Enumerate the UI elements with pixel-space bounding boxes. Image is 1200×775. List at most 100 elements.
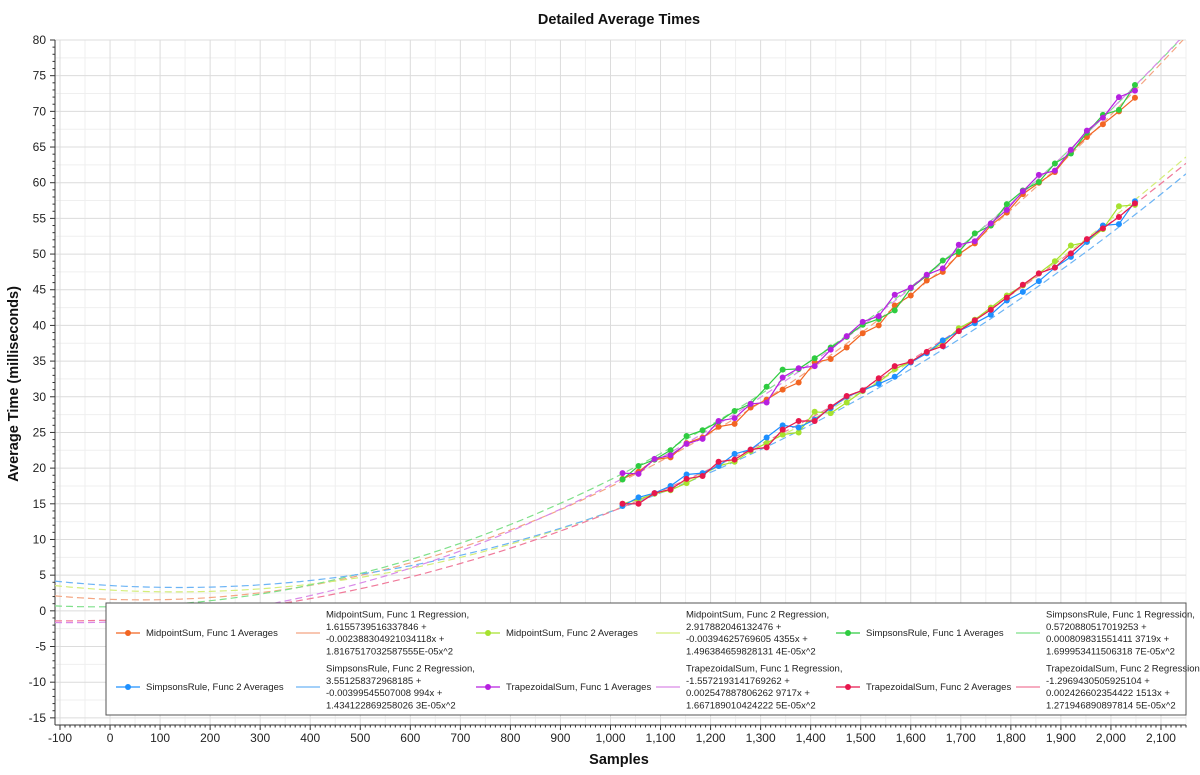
- data-point: [1099, 114, 1106, 121]
- x-tick-label: 1,100: [646, 731, 676, 745]
- data-point: [1115, 106, 1122, 113]
- data-point: [875, 313, 882, 320]
- data-point: [619, 476, 626, 483]
- data-point: [907, 284, 914, 291]
- legend-label: TrapezoidalSum, Func 2 Averages: [866, 682, 1011, 693]
- data-point: [939, 265, 946, 272]
- data-point: [763, 444, 770, 451]
- legend-item-7: SimpsonsRule, Func 2 Regression, 3.551258…: [296, 663, 475, 712]
- x-tick-label: 400: [300, 731, 320, 745]
- x-tick-label: 900: [550, 731, 570, 745]
- data-point: [699, 435, 706, 442]
- data-point: [811, 355, 818, 362]
- data-point: [1035, 171, 1042, 178]
- y-tick-label: 50: [33, 247, 47, 261]
- legend-item-1: MidpointSum, Func 1 Regression, 1.6155739…: [296, 609, 469, 658]
- legend: MidpointSum, Func 1 Averages MidpointSum,…: [105, 602, 1200, 716]
- x-tick-label: 200: [200, 731, 220, 745]
- data-point: [891, 373, 898, 380]
- legend-label: SimpsonsRule, Func 1 Averages: [866, 628, 1004, 639]
- data-point: [1051, 160, 1058, 167]
- x-tick-label: 100: [150, 731, 170, 745]
- data-point: [1115, 213, 1122, 220]
- legend-item-8: TrapezoidalSum, Func 1 Averages: [476, 682, 651, 693]
- data-point: [635, 500, 642, 507]
- data-point: [923, 348, 930, 355]
- x-tick-label: 0: [107, 731, 114, 745]
- data-point: [763, 399, 770, 406]
- data-point: [779, 426, 786, 433]
- data-point: [939, 343, 946, 350]
- legend-label: 1.434122869258026 3E-05x^2: [326, 701, 456, 712]
- legend-label: TrapezoidalSum, Func 1 Regression,: [686, 663, 842, 674]
- data-point: [971, 317, 978, 324]
- data-point: [667, 452, 674, 459]
- data-point: [891, 291, 898, 298]
- data-point: [859, 318, 866, 325]
- data-point: [1003, 294, 1010, 301]
- data-point: [955, 248, 962, 255]
- data-point: [1035, 178, 1042, 185]
- x-tick-label: 1,800: [996, 731, 1026, 745]
- data-point: [843, 393, 850, 400]
- y-tick-label: 45: [33, 283, 47, 297]
- x-tick-label: 1,500: [846, 731, 876, 745]
- data-point: [907, 358, 914, 365]
- data-point: [811, 408, 818, 415]
- data-point: [1115, 203, 1122, 210]
- legend-swatch-marker: [125, 630, 131, 636]
- data-point: [859, 330, 866, 337]
- data-point: [683, 480, 690, 487]
- data-point: [731, 408, 738, 415]
- legend-label: TrapezoidalSum, Func 2 Regression,: [1046, 663, 1200, 674]
- data-point: [1003, 201, 1010, 208]
- data-point: [987, 306, 994, 313]
- y-tick-label: -5: [35, 640, 46, 654]
- y-tick-label: 35: [33, 354, 47, 368]
- legend-item-11: TrapezoidalSum, Func 2 Regression, -1.296…: [1016, 663, 1200, 712]
- y-axis-title: Average Time (milliseconds): [6, 286, 22, 482]
- data-point: [987, 220, 994, 227]
- legend-label: -0.00394625769605 4355x +: [686, 634, 808, 645]
- data-point: [1067, 242, 1074, 249]
- data-point: [1019, 188, 1026, 195]
- data-point: [795, 379, 802, 386]
- data-point: [619, 470, 626, 477]
- data-point: [779, 422, 786, 429]
- data-point: [875, 322, 882, 329]
- data-point: [731, 456, 738, 463]
- data-point: [667, 447, 674, 454]
- data-point: [795, 429, 802, 436]
- data-point: [811, 418, 818, 425]
- x-tick-label: 800: [500, 731, 520, 745]
- data-point: [747, 400, 754, 407]
- x-tick-label: 1,900: [1046, 731, 1076, 745]
- legend-label: SimpsonsRule, Func 2 Averages: [146, 682, 284, 693]
- data-point: [763, 383, 770, 390]
- y-tick-label: 40: [33, 318, 47, 332]
- y-tick-label: 70: [33, 104, 47, 118]
- data-point: [651, 490, 658, 497]
- data-point: [1019, 281, 1026, 288]
- data-point: [1051, 264, 1058, 271]
- legend-label: 0.002547887806262 9717x +: [686, 688, 810, 699]
- legend-label: 1.271946890897814 5E-05x^2: [1046, 701, 1176, 712]
- legend-label: -0.002388304921034118x +: [326, 634, 445, 645]
- data-point: [1083, 236, 1090, 243]
- legend-label: 1.496384659828131 4E-05x^2: [686, 647, 816, 658]
- data-point: [731, 415, 738, 422]
- chart-title: Detailed Average Times: [538, 12, 700, 28]
- y-tick-label: 10: [33, 532, 47, 546]
- legend-label: 2.917882046132476 +: [686, 622, 782, 633]
- data-point: [811, 363, 818, 370]
- data-point: [1035, 270, 1042, 277]
- data-point: [1067, 250, 1074, 257]
- y-tick-label: -15: [29, 711, 47, 725]
- data-point: [1083, 127, 1090, 134]
- data-point: [891, 307, 898, 314]
- data-point: [731, 420, 738, 427]
- x-tick-label: -100: [48, 731, 72, 745]
- data-point: [1115, 221, 1122, 228]
- data-point: [827, 410, 834, 417]
